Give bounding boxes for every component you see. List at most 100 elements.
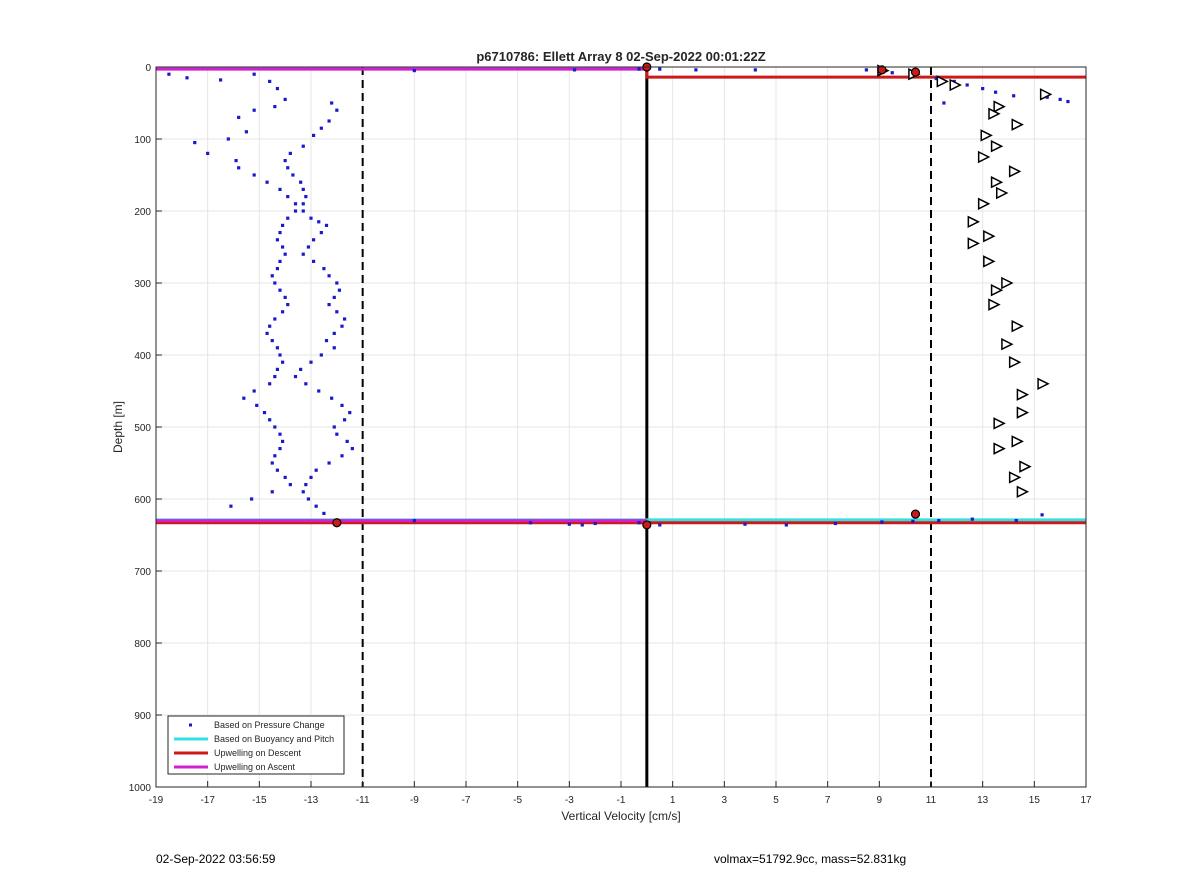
legend-label: Based on Pressure Change [214, 720, 325, 730]
pressure-point [265, 331, 269, 335]
pressure-point [327, 461, 331, 465]
pressure-point [249, 497, 254, 501]
pressure-point [743, 522, 747, 526]
x-tick-label: 9 [877, 795, 883, 806]
pressure-point [332, 425, 336, 429]
footer-volume-mass: volmax=51792.9cc, mass=52.831kg [714, 852, 907, 866]
pressure-point [286, 195, 290, 199]
pressure-point [880, 520, 884, 524]
axes: -19 -17 -15 -13 -11 -9 -7 -5 -3 -1 1 3 5 7 9 11 13 15 1701… [129, 63, 1092, 806]
pressure-point [229, 504, 233, 508]
pressure-point [234, 159, 238, 163]
pressure-point [275, 468, 280, 472]
triangle-marker [967, 237, 981, 250]
pressure-point [694, 68, 698, 72]
x-tick-label: 5 [773, 795, 779, 806]
pressure-point [319, 353, 323, 357]
pressure-point [412, 69, 416, 73]
pressure-point [911, 519, 915, 523]
pressure-point [322, 267, 326, 271]
pressure-point [311, 133, 316, 137]
pressure-point [268, 418, 272, 422]
x-axis-label: Vertical Velocity [cm/s] [561, 809, 680, 823]
pressure-point [275, 267, 280, 271]
legend-swatch [189, 723, 192, 727]
pressure-point [304, 382, 308, 386]
pressure-point [275, 367, 280, 371]
pressure-point [412, 519, 416, 523]
pressure-point [283, 252, 287, 256]
triangle-marker [977, 197, 991, 211]
pressure-point [286, 303, 290, 307]
x-tick-label: -7 [462, 795, 471, 806]
pressure-point [270, 339, 274, 343]
triangle-marker [993, 100, 1006, 113]
triangle-marker [1008, 471, 1022, 484]
pressure-point [970, 517, 974, 521]
pressure-point [268, 79, 272, 83]
triangle-marker [988, 298, 1001, 311]
pressure-point [1066, 99, 1070, 104]
y-tick-label: 800 [134, 639, 151, 650]
pressure-point [252, 72, 256, 76]
pressure-point [314, 468, 318, 472]
pressure-point [273, 454, 277, 458]
pressure-point [278, 231, 282, 235]
triangle-marker [993, 417, 1006, 430]
pressure-point [981, 87, 985, 91]
pressure-point [330, 396, 334, 400]
triangle-marker [1037, 377, 1050, 391]
pressure-point [278, 432, 282, 436]
triangle-marker [1011, 319, 1024, 333]
pressure-point [317, 389, 321, 393]
triangle-marker [990, 283, 1004, 297]
y-tick-label: 200 [134, 207, 151, 218]
triangle-marker [949, 78, 962, 92]
pressure-point [993, 90, 998, 94]
x-tick-label: 17 [1080, 795, 1092, 806]
pressure-point [864, 68, 869, 72]
y-tick-label: 600 [134, 495, 151, 506]
y-axis-label: Depth [m] [111, 401, 125, 453]
pressure-point [637, 67, 641, 71]
grid [155, 66, 1087, 788]
pressure-point [293, 375, 298, 379]
pressure-point [237, 115, 241, 119]
pressure-point [942, 101, 946, 105]
pressure-point [658, 523, 662, 527]
pressure-point [335, 281, 339, 285]
data-points [167, 64, 1070, 527]
surface-markers [332, 62, 921, 530]
footer-timestamp: 02-Sep-2022 03:56:59 [156, 852, 276, 866]
pressure-point [350, 447, 354, 451]
pressure-point [278, 187, 282, 191]
pressure-point [291, 173, 295, 177]
pressure-point [658, 67, 662, 71]
pressure-point [280, 223, 285, 227]
circle-marker [910, 67, 921, 77]
pressure-point [319, 126, 323, 130]
y-tick-label: 300 [134, 279, 151, 290]
pressure-point [637, 521, 641, 525]
pressure-point [327, 274, 331, 278]
pressure-point [332, 295, 336, 299]
pressure-point [280, 439, 285, 443]
pressure-point [206, 151, 210, 155]
pressure-point [288, 151, 292, 155]
pressure-point [337, 288, 342, 292]
pressure-point [304, 195, 308, 199]
y-tick-label: 1000 [129, 783, 152, 794]
x-tick-label: 13 [977, 795, 989, 806]
pressure-point [301, 144, 305, 148]
pressure-point [262, 411, 267, 415]
pressure-point [244, 130, 249, 134]
pressure-point [283, 475, 287, 479]
pressure-point [327, 119, 331, 123]
triangle-marker [967, 215, 981, 229]
legend-label: Based on Buoyancy and Pitch [214, 734, 334, 744]
legend: Based on Pressure Change Based on Buoyanc… [167, 715, 345, 775]
pressure-point [275, 87, 280, 91]
pressure-point [273, 317, 277, 321]
pressure-point [567, 522, 571, 526]
